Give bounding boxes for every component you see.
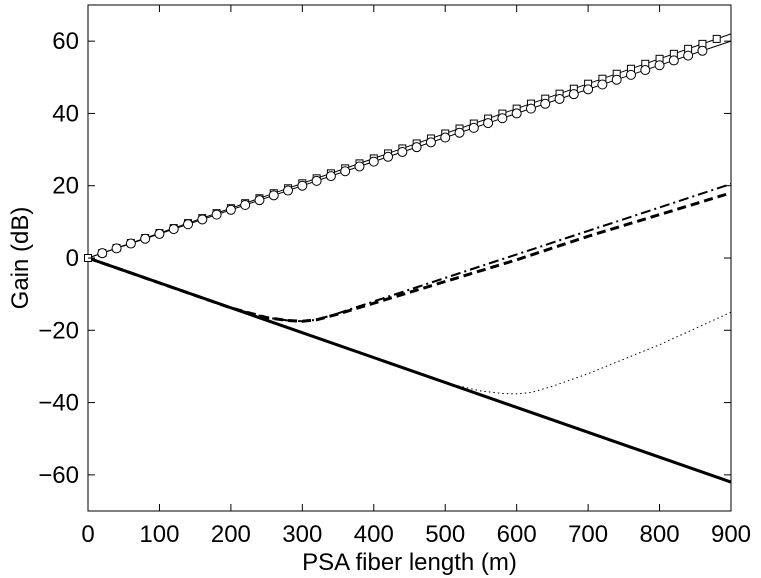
y-tick-label: 0 [66, 245, 79, 272]
circle-marker [597, 79, 608, 90]
circle-marker [697, 45, 708, 56]
circle-marker [368, 156, 379, 167]
circle-marker [568, 89, 579, 100]
circle-marker [340, 166, 351, 177]
circle-marker [625, 69, 636, 80]
square-marker [712, 34, 721, 43]
series-line-thin-solid-squares [87, 33, 732, 259]
y-tick-label: −20 [38, 317, 79, 344]
x-tick-label: 300 [282, 521, 322, 548]
circle-marker [554, 93, 565, 104]
x-tick-label: 500 [425, 521, 465, 548]
circle-marker [111, 243, 122, 254]
x-tick-label: 100 [139, 521, 179, 548]
x-tick-label: 800 [640, 521, 680, 548]
circle-marker [311, 175, 322, 186]
x-tick-label: 600 [497, 521, 537, 548]
circle-marker [354, 161, 365, 172]
x-tick-label: 900 [711, 521, 751, 548]
circle-marker [640, 65, 651, 76]
circle-marker [140, 233, 151, 244]
circle-marker [683, 50, 694, 61]
circle-marker [483, 118, 494, 129]
x-tick-label: 0 [81, 521, 94, 548]
circle-marker [225, 204, 236, 215]
x-axis-label: PSA fiber length (m) [302, 549, 517, 576]
circle-marker [154, 228, 165, 239]
tick-layer: 0 100 200 300 400 500 600 700 800 900 −60 −40 −20 0 20… [38, 5, 751, 548]
circle-marker [540, 98, 551, 109]
y-tick-label: 60 [52, 28, 79, 55]
circle-marker [440, 132, 451, 143]
series-line-dotted [87, 257, 732, 395]
circle-marker [668, 55, 679, 66]
circle-marker [297, 180, 308, 191]
x-tick-label: 700 [568, 521, 608, 548]
y-tick-label: 20 [52, 173, 79, 200]
x-tick-label: 400 [354, 521, 394, 548]
circle-marker [125, 238, 136, 249]
circle-marker [240, 199, 251, 210]
y-axis-label: Gain (dB) [7, 207, 34, 310]
circle-marker [211, 209, 222, 220]
circle-marker [168, 224, 179, 235]
y-tick-label: −60 [38, 462, 79, 489]
circle-marker [183, 219, 194, 230]
circle-marker [268, 190, 279, 201]
circle-marker [511, 108, 522, 119]
series-layer [87, 33, 732, 484]
x-tick-label: 200 [211, 521, 251, 548]
circle-marker [611, 74, 622, 85]
plot-frame [87, 4, 732, 512]
y-tick-label: 40 [52, 100, 79, 127]
y-tick-label: −40 [38, 390, 79, 417]
circle-marker [525, 103, 536, 114]
series-line-thin-solid-circles [87, 40, 732, 259]
circle-marker [97, 248, 108, 259]
circle-marker [383, 151, 394, 162]
circle-marker [411, 142, 422, 153]
circle-marker [654, 60, 665, 71]
circle-marker [397, 146, 408, 157]
circle-marker [497, 113, 508, 124]
circle-marker [254, 195, 265, 206]
circle-marker [454, 127, 465, 138]
series-line-dash-dot [87, 182, 732, 323]
circle-marker [468, 122, 479, 133]
circle-marker [583, 84, 594, 95]
circle-marker [283, 185, 294, 196]
marker-layer [84, 34, 721, 262]
circle-marker [197, 214, 208, 225]
circle-marker [325, 171, 336, 182]
circle-marker [425, 137, 436, 148]
